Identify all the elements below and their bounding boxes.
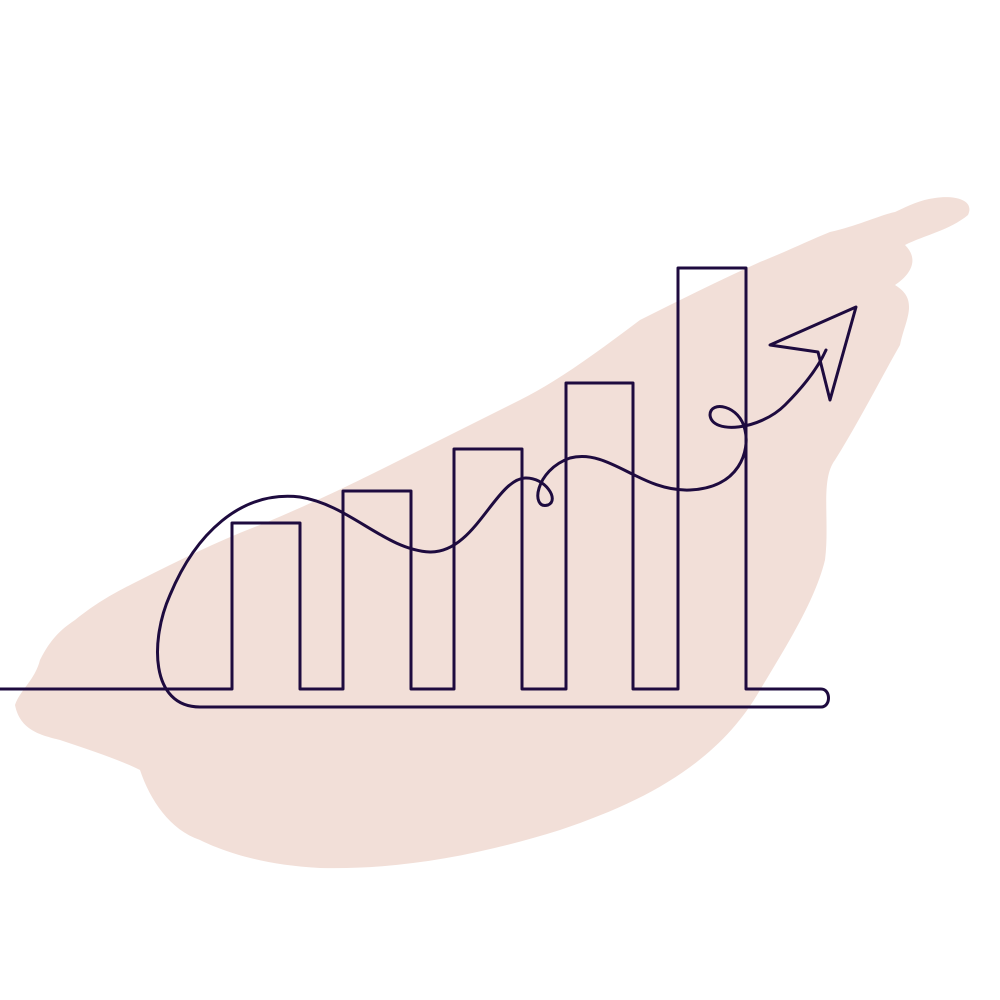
- paint-blob: [15, 197, 970, 869]
- bar-chart-outline: [0, 266, 830, 709]
- arrow-head: [768, 305, 858, 402]
